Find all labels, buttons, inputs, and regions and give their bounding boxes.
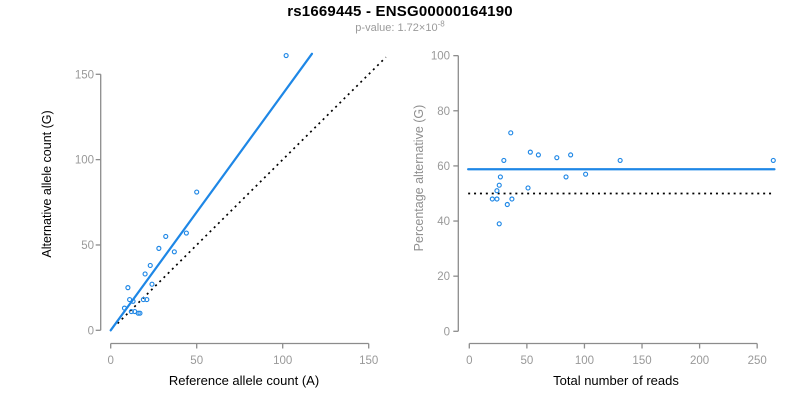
y-tick-label: 0 bbox=[88, 325, 94, 337]
y-tick-label: 20 bbox=[437, 271, 450, 283]
data-point bbox=[144, 297, 150, 303]
data-point bbox=[496, 221, 502, 227]
fit-line bbox=[109, 52, 314, 332]
x-tick-label: 100 bbox=[273, 355, 292, 367]
left-scatter-plot: 0 50 100 150 0 50 100 150 Reference allele count… bbox=[40, 52, 387, 388]
x-axis-title: Total number of reads bbox=[553, 373, 679, 388]
data-point bbox=[194, 189, 200, 195]
data-point bbox=[142, 271, 148, 277]
x-tick-label: 0 bbox=[466, 355, 472, 367]
data-point bbox=[121, 305, 128, 311]
y-tick-label: 100 bbox=[431, 51, 450, 63]
x-tick-label: 50 bbox=[190, 355, 203, 367]
data-point bbox=[496, 182, 502, 188]
x-tick-label: 150 bbox=[359, 355, 378, 367]
data-point bbox=[489, 196, 495, 202]
pvalue-text: p-value: 1.72×10 bbox=[355, 22, 438, 34]
data-point bbox=[554, 155, 560, 161]
right-scatter-plot: 0 50 100 150 200 250 0 20 40 60 80 100 Total number … bbox=[412, 51, 776, 388]
data-point bbox=[508, 130, 514, 136]
data-point bbox=[527, 149, 533, 155]
data-point bbox=[525, 185, 531, 191]
y-tick-label: 80 bbox=[437, 106, 450, 118]
data-point bbox=[125, 285, 131, 291]
x-axis-title: Reference allele count (A) bbox=[169, 373, 319, 388]
x-tick-label: 250 bbox=[748, 355, 767, 367]
data-point bbox=[171, 249, 177, 255]
x-tick-label: 50 bbox=[520, 355, 533, 367]
pvalue-exponent: -8 bbox=[437, 19, 445, 29]
y-tick-label: 60 bbox=[437, 161, 450, 173]
y-tick-label: 40 bbox=[437, 216, 450, 228]
data-point bbox=[156, 245, 162, 251]
x-tick-label: 0 bbox=[107, 355, 113, 367]
data-point bbox=[135, 310, 141, 316]
y-tick-label: 50 bbox=[81, 240, 94, 252]
y-tick-label: 150 bbox=[75, 69, 94, 81]
plot-subtitle: p-value: 1.72×10-8 bbox=[0, 19, 800, 34]
y-tick-label: 0 bbox=[444, 326, 450, 338]
data-point bbox=[535, 152, 541, 158]
data-point bbox=[283, 52, 289, 59]
data-point bbox=[494, 188, 500, 194]
data-point bbox=[130, 298, 136, 304]
data-point bbox=[137, 310, 143, 316]
x-tick-label: 200 bbox=[690, 355, 709, 367]
data-point bbox=[149, 281, 155, 287]
y-axis-title: Percentage alternative (G) bbox=[412, 105, 426, 252]
y-axis-title: Alternative allele count (G) bbox=[40, 110, 54, 257]
data-point bbox=[163, 233, 169, 240]
data-point bbox=[497, 174, 503, 180]
x-tick-label: 150 bbox=[632, 355, 651, 367]
data-points bbox=[121, 52, 289, 316]
data-point bbox=[568, 152, 574, 158]
data-point bbox=[563, 174, 569, 180]
data-point bbox=[509, 196, 515, 202]
data-point bbox=[501, 157, 507, 163]
reference-dotted-line bbox=[116, 56, 387, 325]
x-tick-label: 100 bbox=[575, 355, 594, 367]
data-point bbox=[583, 171, 589, 177]
y-tick-label: 100 bbox=[75, 155, 94, 167]
data-point bbox=[770, 157, 776, 163]
data-point bbox=[504, 201, 510, 208]
data-point bbox=[147, 262, 153, 269]
plot-title: rs1669445 - ENSG00000164190 bbox=[287, 3, 513, 20]
data-point bbox=[617, 157, 623, 163]
data-point bbox=[183, 230, 189, 236]
data-points bbox=[489, 130, 776, 227]
data-point bbox=[494, 196, 500, 202]
